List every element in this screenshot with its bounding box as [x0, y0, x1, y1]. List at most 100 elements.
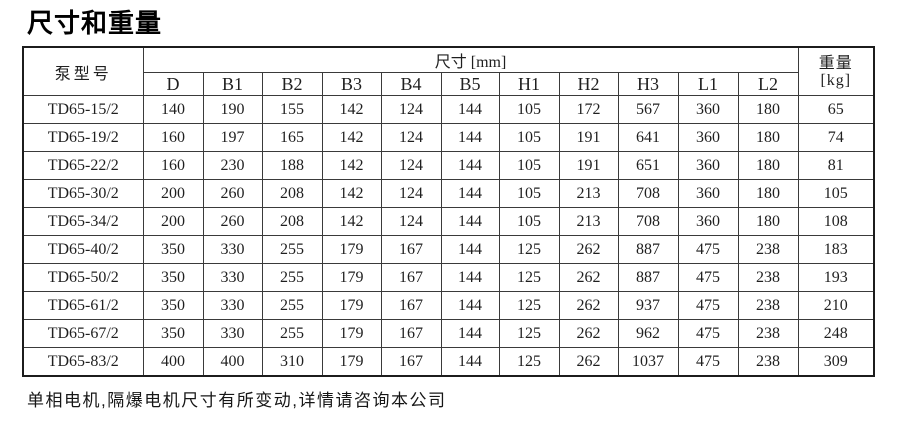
dimension-cell: 641 [617, 123, 679, 152]
dimension-cell: 255 [261, 319, 323, 348]
dimension-cell: 208 [261, 179, 323, 208]
weight-cell: 74 [797, 123, 875, 152]
dimension-cell: 144 [440, 151, 500, 180]
dimension-cell: 179 [321, 347, 382, 377]
weight-cell: 105 [797, 179, 875, 208]
model-cell: TD65-40/2 [22, 235, 144, 264]
dimension-cell: 144 [440, 291, 500, 320]
column-header-l2: L2 [737, 72, 799, 96]
model-cell: TD65-61/2 [22, 291, 144, 320]
dimension-cell: 180 [737, 179, 799, 208]
dimension-cell: 255 [261, 291, 323, 320]
weight-cell: 65 [797, 95, 875, 124]
dimension-cell: 142 [321, 95, 382, 124]
dimension-cell: 142 [321, 207, 382, 236]
dimension-cell: 144 [440, 207, 500, 236]
dimension-cell: 238 [737, 347, 799, 377]
model-cell: TD65-22/2 [22, 151, 144, 180]
model-cell: TD65-67/2 [22, 319, 144, 348]
dimension-cell: 142 [321, 123, 382, 152]
column-header-d: D [142, 72, 204, 96]
dimension-cell: 475 [677, 235, 739, 264]
table-row: TD65-83/2 400 400 310 179 167 144 125 262 1037 475… [22, 347, 875, 377]
dimension-cell: 142 [321, 151, 382, 180]
table-row: TD65-30/2 200 260 208 142 124 144 105 213 708 360 1… [22, 179, 875, 208]
dimension-cell: 567 [617, 95, 679, 124]
dimension-cell: 125 [498, 319, 560, 348]
weight-cell: 193 [797, 263, 875, 292]
dimension-cell: 125 [498, 263, 560, 292]
dimension-cell: 124 [380, 179, 442, 208]
dimension-cell: 144 [440, 179, 500, 208]
dimension-cell: 105 [498, 179, 560, 208]
footnote: 单相电机,隔爆电机尺寸有所变动,详情请咨询本公司 [27, 391, 447, 410]
dimension-cell: 708 [617, 207, 679, 236]
dimension-cell: 180 [737, 95, 799, 124]
dimension-cell: 330 [202, 263, 263, 292]
dimension-cell: 188 [261, 151, 323, 180]
dimension-cell: 262 [558, 347, 619, 377]
dimensions-group-header: 尺寸 [mm] [142, 46, 799, 73]
weight-cell: 248 [797, 319, 875, 348]
table-row: TD65-50/2 350 330 255 179 167 144 125 262 887 475 2… [22, 263, 875, 292]
column-header-l1: L1 [677, 72, 739, 96]
column-header-b1: B1 [202, 72, 263, 96]
dimension-cell: 260 [202, 179, 263, 208]
weight-cell: 108 [797, 207, 875, 236]
table-row: TD65-19/2 160 197 165 142 124 144 105 191 641 360 1… [22, 123, 875, 152]
dimension-cell: 167 [380, 347, 442, 377]
dimension-cell: 125 [498, 235, 560, 264]
dimension-cell: 208 [261, 207, 323, 236]
weight-header-line2: [kg] [820, 71, 852, 89]
dimension-cell: 144 [440, 347, 500, 377]
dimension-cell: 360 [677, 179, 739, 208]
table-row: TD65-67/2 350 330 255 179 167 144 125 262 962 475 2… [22, 319, 875, 348]
dimension-cell: 167 [380, 263, 442, 292]
dimension-cell: 708 [617, 179, 679, 208]
dimension-cell: 144 [440, 263, 500, 292]
dimension-cell: 180 [737, 207, 799, 236]
dimension-cell: 142 [321, 179, 382, 208]
dimension-cell: 144 [440, 235, 500, 264]
dimensions-weight-table: 泵型号 尺寸 [mm] 重量 [kg] D B1 B2 B3 B4 B5 H1 … [22, 46, 876, 377]
dimension-cell: 105 [498, 95, 560, 124]
dimension-cell: 125 [498, 347, 560, 377]
dimension-cell: 179 [321, 235, 382, 264]
weight-header: 重量 [kg] [797, 46, 875, 96]
column-header-b5: B5 [440, 72, 500, 96]
column-header-b3: B3 [321, 72, 382, 96]
dimension-cell: 360 [677, 95, 739, 124]
page-title: 尺寸和重量 [27, 8, 163, 38]
column-header-h2: H2 [558, 72, 619, 96]
dimension-cell: 179 [321, 291, 382, 320]
dimension-cell: 400 [142, 347, 204, 377]
dimension-cell: 180 [737, 123, 799, 152]
dimension-cell: 887 [617, 263, 679, 292]
dimension-cell: 238 [737, 319, 799, 348]
dimension-cell: 360 [677, 151, 739, 180]
dimension-cell: 262 [558, 263, 619, 292]
dimension-cell: 165 [261, 123, 323, 152]
dimension-cell: 350 [142, 263, 204, 292]
column-header-h1: H1 [498, 72, 560, 96]
dimension-cell: 887 [617, 235, 679, 264]
dimension-cell: 350 [142, 291, 204, 320]
weight-cell: 81 [797, 151, 875, 180]
weight-cell: 183 [797, 235, 875, 264]
dimension-cell: 475 [677, 347, 739, 377]
dimension-cell: 124 [380, 95, 442, 124]
table-row: TD65-61/2 350 330 255 179 167 144 125 262 937 475 2… [22, 291, 875, 320]
dimension-cell: 400 [202, 347, 263, 377]
dimension-cell: 124 [380, 207, 442, 236]
dimension-cell: 262 [558, 319, 619, 348]
dimension-cell: 255 [261, 263, 323, 292]
dimension-cell: 330 [202, 319, 263, 348]
dimension-cell: 172 [558, 95, 619, 124]
dimension-cell: 651 [617, 151, 679, 180]
dimension-cell: 213 [558, 179, 619, 208]
dimension-cell: 190 [202, 95, 263, 124]
dimension-cell: 230 [202, 151, 263, 180]
table-body: TD65-15/2 140 190 155 142 124 144 105 172 567 360 1… [22, 95, 875, 377]
dimension-cell: 238 [737, 263, 799, 292]
dimension-cell: 179 [321, 319, 382, 348]
